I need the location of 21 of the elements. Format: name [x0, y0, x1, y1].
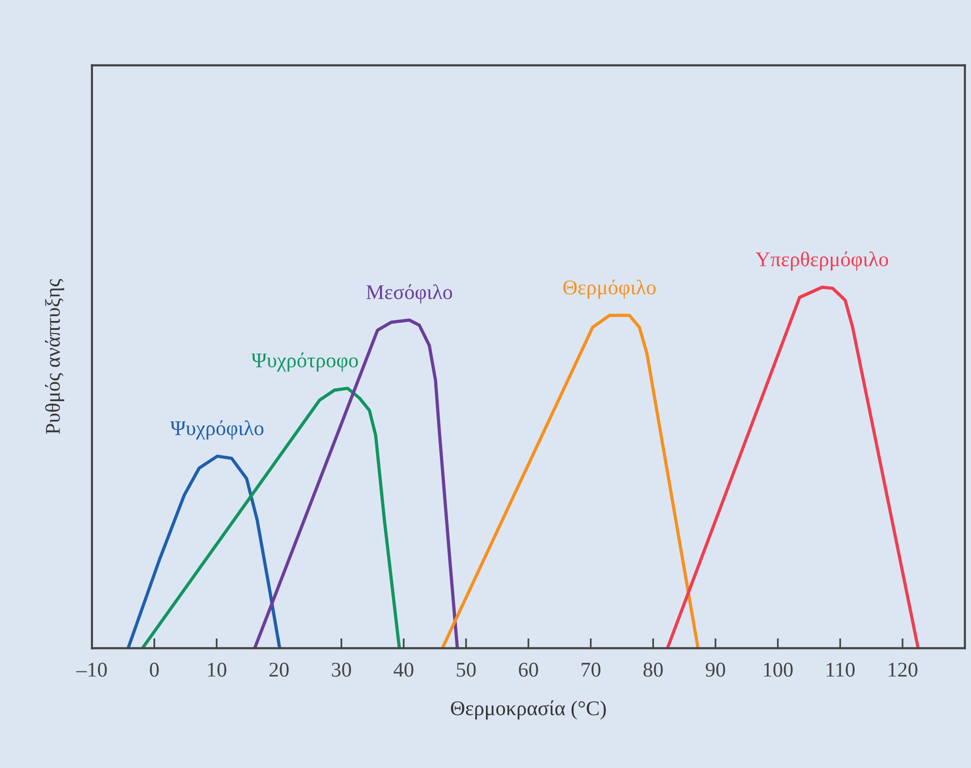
x-tick-label: 60 [518, 662, 538, 677]
series-label: Υπερθερμόφιλο [756, 251, 888, 271]
x-tick-label: 10 [208, 662, 226, 677]
x-tick-label: 80 [644, 662, 663, 677]
series-label: Θερμόφιλο [563, 280, 656, 299]
x-tick-label: 100 [764, 662, 793, 677]
x-tick-label: 0 [150, 662, 159, 677]
x-tick-label: 20 [270, 662, 289, 677]
x-tick-label: 30 [332, 662, 351, 677]
series-label: Ψυχρότροφο [251, 352, 358, 372]
y-axis-title: Ρυθμός ανάπτυξης [45, 279, 64, 434]
x-axis-title: Θερμοκρασία (°C) [450, 700, 606, 720]
series-label: Μεσόφιλο [366, 284, 452, 304]
x-tick-label: 90 [706, 662, 726, 677]
x-tick-label: 120 [888, 662, 918, 677]
x-tick-label: –10 [76, 662, 107, 677]
series-label: Ψυχρόφιλο [170, 420, 264, 440]
x-tick-label: 50 [456, 662, 476, 677]
x-tick-label: 40 [394, 662, 414, 677]
x-tick-label: 70 [582, 662, 600, 677]
x-tick-label: 110 [826, 662, 855, 677]
